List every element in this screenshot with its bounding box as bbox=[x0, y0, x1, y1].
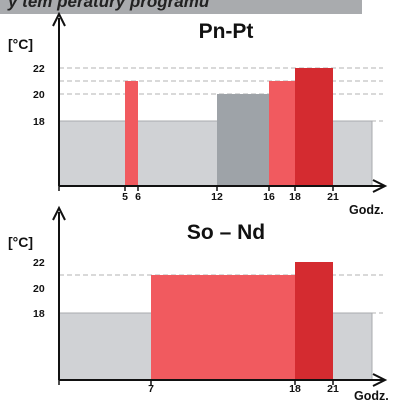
x-tick-label: 21 bbox=[327, 383, 339, 395]
x-tick-label: 6 bbox=[135, 191, 141, 203]
y-tick-label: 18 bbox=[33, 308, 45, 320]
header-text: y tem peratury programu bbox=[8, 0, 210, 11]
x-tick-label: 18 bbox=[289, 383, 301, 395]
y-axis-label: [°C] bbox=[8, 36, 33, 52]
x-tick-label: 21 bbox=[327, 191, 339, 203]
chart-title: So – Nd bbox=[187, 221, 265, 244]
y-axis-arrow bbox=[52, 205, 66, 221]
y-tick-label: 18 bbox=[33, 116, 45, 128]
y-tick-label: 20 bbox=[33, 89, 45, 101]
x-axis-arrow bbox=[372, 179, 388, 193]
x-tick-label: 12 bbox=[211, 191, 223, 203]
x-tick-label: 7 bbox=[148, 383, 154, 395]
x-axis-label: Godz. bbox=[354, 389, 389, 403]
y-axis-label: [°C] bbox=[8, 234, 33, 250]
x-tick-label: 18 bbox=[289, 191, 301, 203]
segment-bar bbox=[295, 262, 333, 380]
y-tick-label: 20 bbox=[33, 283, 45, 295]
x-tick-label: 16 bbox=[263, 191, 275, 203]
segment-bar bbox=[151, 275, 295, 380]
x-tick-label: 5 bbox=[122, 191, 128, 203]
x-axis-arrow bbox=[372, 373, 388, 387]
y-tick-label: 22 bbox=[33, 257, 45, 269]
segment-bar bbox=[217, 94, 269, 186]
y-tick-label: 22 bbox=[33, 63, 45, 75]
segment-bar bbox=[269, 81, 295, 186]
header-strip: y tem peratury programu bbox=[0, 0, 362, 14]
x-axis-label: Godz. bbox=[349, 203, 384, 217]
segment-bar bbox=[295, 68, 333, 186]
chart-title: Pn-Pt bbox=[199, 20, 254, 43]
segment-bar bbox=[125, 81, 138, 186]
y-axis-arrow bbox=[52, 11, 66, 27]
